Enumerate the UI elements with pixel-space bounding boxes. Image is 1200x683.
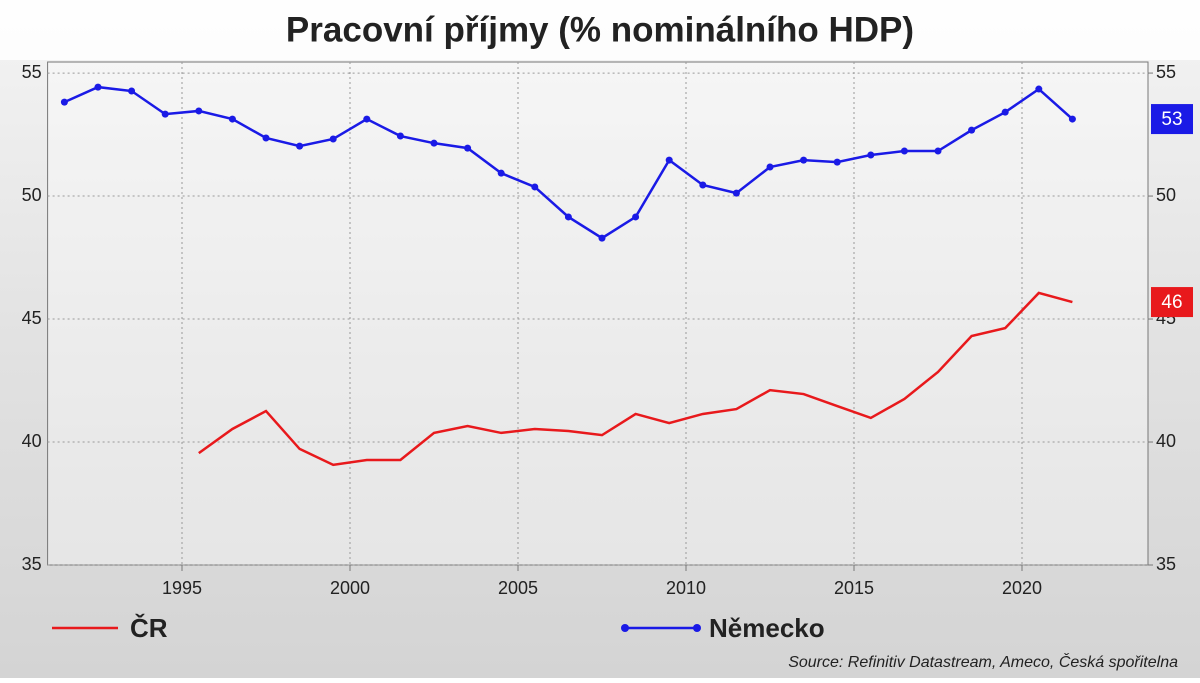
point — [128, 87, 136, 95]
point — [800, 156, 808, 164]
point — [766, 163, 774, 171]
point — [161, 110, 169, 118]
point — [665, 156, 673, 164]
legend-label: ČR — [130, 613, 168, 643]
end-label: 53 — [1161, 109, 1182, 130]
x-tick-label: 2020 — [1002, 578, 1042, 598]
end-label: 46 — [1161, 292, 1182, 313]
end-label-box — [1151, 287, 1193, 318]
point — [699, 181, 707, 189]
y2-tick-label: 35 — [1156, 554, 1176, 574]
plot-area — [47, 61, 1149, 566]
x-tick-label: 2010 — [666, 578, 706, 598]
title-band — [0, 0, 1200, 60]
x-tick-label: 2005 — [498, 578, 538, 598]
y2-tick-label: 55 — [1156, 62, 1176, 82]
legend-marker — [693, 624, 701, 632]
point — [598, 234, 606, 242]
y-tick-label: 55 — [22, 62, 42, 82]
point — [934, 147, 942, 155]
x-tick-label: 2015 — [834, 578, 874, 598]
point — [867, 151, 875, 159]
point — [430, 139, 438, 147]
point — [262, 134, 270, 142]
point — [968, 126, 976, 134]
point — [531, 183, 539, 191]
point — [732, 189, 740, 197]
point — [363, 115, 371, 123]
point — [94, 83, 102, 91]
end-label-box — [1151, 104, 1193, 135]
y-tick-label: 45 — [22, 308, 42, 328]
point — [296, 142, 304, 150]
point — [497, 169, 505, 177]
point — [564, 213, 572, 221]
point — [228, 115, 236, 123]
x-tick-label: 1995 — [162, 578, 202, 598]
legend-label: Německo — [709, 613, 825, 643]
point — [329, 135, 337, 143]
point — [464, 144, 472, 152]
y-tick-label: 35 — [22, 554, 42, 574]
x-tick-label: 2000 — [330, 578, 370, 598]
point — [60, 98, 68, 106]
point — [1001, 108, 1009, 116]
point — [900, 147, 908, 155]
chart-title: Pracovní příjmy (% nominálního HDP) — [286, 10, 914, 49]
point — [1068, 115, 1076, 123]
point — [632, 213, 640, 221]
y2-tick-label: 40 — [1156, 431, 1176, 451]
y-tick-label: 50 — [22, 185, 42, 205]
point — [195, 107, 203, 115]
point — [396, 132, 404, 140]
point — [833, 158, 841, 166]
y2-tick-label: 50 — [1156, 185, 1176, 205]
legend-marker — [621, 624, 629, 632]
y-tick-label: 40 — [22, 431, 42, 451]
source: Source: Refinitiv Datastream, Ameco, Čes… — [788, 652, 1178, 671]
series-line — [198, 291, 1073, 467]
point — [1035, 85, 1043, 93]
